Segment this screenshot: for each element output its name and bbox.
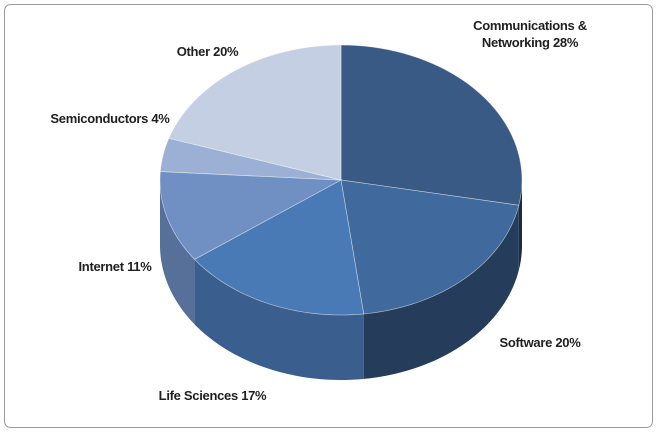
slice-label: Software 20% (480, 334, 600, 351)
slice-label: Other 20% (160, 43, 255, 60)
category-label: Software (499, 335, 553, 350)
slice-label: Communications & Networking 28% (455, 17, 605, 51)
slice-label: Life Sciences 17% (150, 387, 275, 404)
category-label: Internet (78, 259, 125, 274)
slice (168, 44, 342, 181)
value-label: 4% (151, 111, 170, 126)
value-label: 20% (213, 44, 239, 59)
value-label: 11% (127, 259, 152, 274)
slice-label: Semiconductors 4% (50, 110, 170, 127)
slice-side (194, 259, 364, 380)
value-label: 28% (552, 35, 579, 50)
slice (340, 44, 523, 206)
category-label: Life Sciences (158, 388, 239, 403)
slice-label: Internet 11% (60, 258, 170, 275)
slice-side (160, 180, 195, 325)
value-label: 17% (241, 388, 267, 403)
value-label: 20% (555, 335, 581, 350)
category-label: Communications & Networking (473, 18, 587, 50)
slice (159, 171, 343, 260)
slice (340, 179, 520, 315)
category-label: Other (176, 44, 210, 59)
category-label: Semiconductors (50, 111, 149, 126)
slice (159, 137, 342, 181)
slice-side (363, 205, 519, 379)
slice (193, 179, 365, 316)
